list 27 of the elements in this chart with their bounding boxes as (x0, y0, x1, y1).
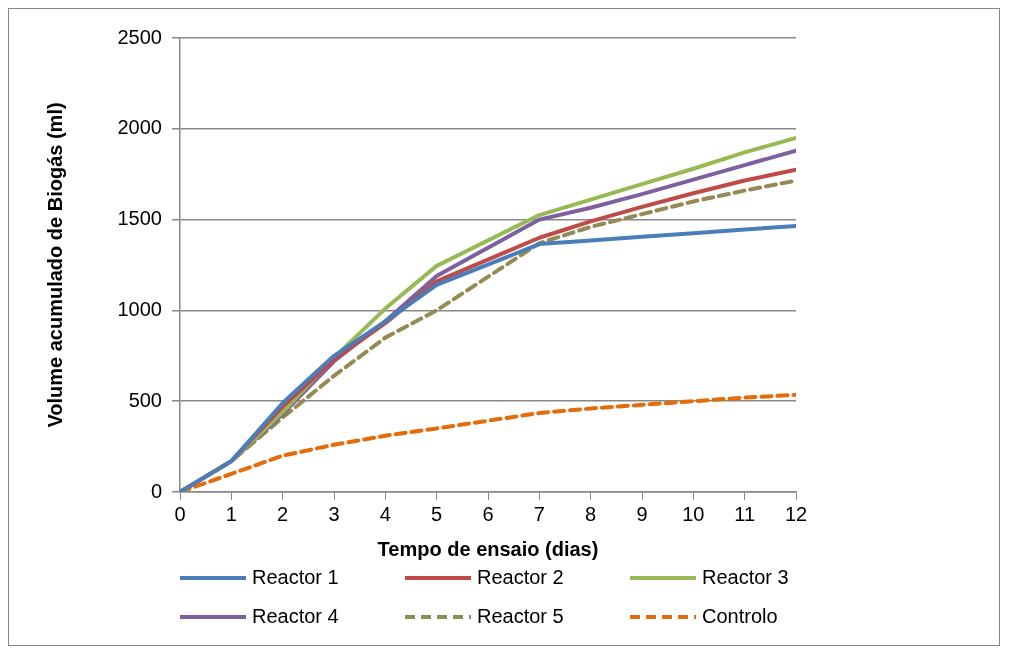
x-tick-label: 6 (482, 502, 494, 525)
x-tick-label: 12 (784, 502, 808, 525)
y-tick-label: 0 (150, 479, 162, 502)
x-tick-label: 3 (328, 502, 340, 525)
legend-label: Reactor 2 (477, 566, 564, 589)
legend-label: Controlo (702, 605, 778, 628)
y-axis-title: Volume acumulado de Biogás (ml) (43, 102, 66, 428)
x-tick-label: 1 (225, 502, 237, 525)
legend-label: Reactor 3 (702, 566, 789, 589)
x-tick-label: 0 (174, 502, 186, 525)
x-tick-label: 4 (379, 502, 391, 525)
y-tick-label: 2000 (117, 116, 162, 139)
x-tick-label: 9 (636, 502, 648, 525)
x-tick-label: 7 (533, 502, 545, 525)
legend-label: Reactor 1 (252, 566, 339, 589)
x-tick-label: 2 (277, 502, 289, 525)
x-tick-label: 10 (682, 502, 705, 525)
x-tick-label: 11 (734, 502, 756, 525)
x-tick-label: 8 (585, 502, 597, 525)
legend-label: Reactor 4 (252, 605, 339, 628)
legend-label: Reactor 5 (477, 605, 564, 628)
y-tick-label: 2500 (117, 25, 162, 48)
y-tick-label: 1000 (117, 297, 162, 320)
y-tick-label: 500 (128, 388, 162, 411)
x-axis-title: Tempo de ensaio (dias) (377, 537, 599, 560)
x-tick-label: 5 (431, 502, 443, 525)
y-tick-label: 1500 (117, 207, 162, 230)
